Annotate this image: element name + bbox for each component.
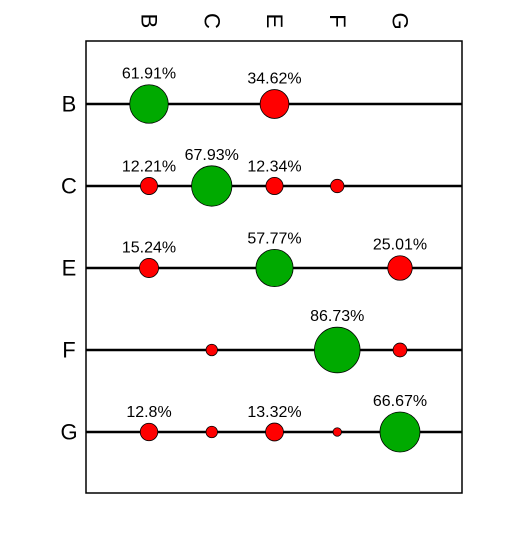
x-tick-label: C xyxy=(199,13,224,29)
data-label: 13.32% xyxy=(247,404,301,421)
y-tick-label: F xyxy=(62,338,75,363)
bubble-g-c xyxy=(205,425,218,439)
data-label: 15.24% xyxy=(122,239,176,256)
data-label: 66.67% xyxy=(373,393,427,410)
y-tick-label: B xyxy=(62,92,77,117)
bubbles xyxy=(129,84,421,453)
x-tick-label: E xyxy=(262,14,287,29)
bubble-g-g xyxy=(379,411,421,453)
bubble-f-c xyxy=(205,343,218,357)
bubble-c-e xyxy=(265,176,284,196)
data-label: 86.73% xyxy=(310,308,364,325)
bubble-b-e xyxy=(259,89,290,119)
bubble-e-b xyxy=(139,258,159,278)
bubble-g-f xyxy=(332,427,342,437)
y-tick-label: E xyxy=(62,256,77,281)
bubble-g-e xyxy=(265,422,284,442)
data-label: 12.8% xyxy=(126,404,171,421)
bubble-c-b xyxy=(140,177,158,195)
data-label: 57.77% xyxy=(247,230,301,247)
data-label: 67.93% xyxy=(185,147,239,164)
bubble-c-f xyxy=(330,178,345,194)
bubble-e-g xyxy=(387,255,413,281)
bubble-f-f xyxy=(314,326,361,374)
data-label: 25.01% xyxy=(373,237,427,254)
x-tick-label: F xyxy=(325,14,350,27)
data-label: 12.21% xyxy=(122,158,176,175)
bubble-c-c xyxy=(191,165,233,207)
y-axis-tick-labels: B C E F G xyxy=(60,92,77,445)
bubble-g-b xyxy=(139,422,159,442)
data-labels: 61.91% 34.62% 12.21% 67.93% 12.34% 15.24% 57.7… xyxy=(122,66,427,422)
bubble-e-e xyxy=(255,248,294,288)
data-label: 34.62% xyxy=(247,71,301,88)
x-tick-label: G xyxy=(388,12,413,29)
y-tick-label: G xyxy=(60,420,77,445)
data-label: 61.91% xyxy=(122,66,176,83)
y-tick-label: C xyxy=(61,174,77,199)
data-label: 12.34% xyxy=(247,158,301,175)
bubble-f-g xyxy=(392,342,408,358)
x-tick-label: B xyxy=(137,14,162,29)
bubble-b-b xyxy=(129,84,169,124)
